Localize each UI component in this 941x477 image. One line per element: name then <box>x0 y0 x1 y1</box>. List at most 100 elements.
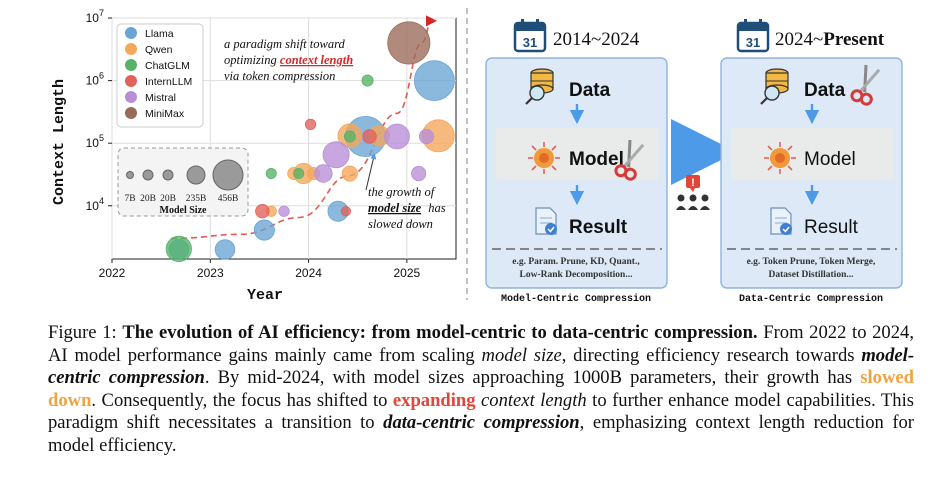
bubble-internllm <box>362 129 377 144</box>
scissors-icon <box>614 139 645 181</box>
legend-label-minimax: MiniMax <box>145 108 185 120</box>
bubble-mistral <box>418 128 435 145</box>
y-tick-label: 104 <box>86 196 104 213</box>
series-legend: Llama Qwen ChatGLM InternLLM Mistral MiniMax <box>116 23 204 128</box>
size-legend-circle <box>212 159 244 191</box>
bubble-chatglm <box>265 168 277 180</box>
legend-marker-minimax <box>125 107 137 119</box>
bubble-llama <box>214 239 236 260</box>
people-icon <box>676 194 710 210</box>
size-legend-label: 20B <box>140 194 156 204</box>
caption-context-length: context length <box>481 389 587 411</box>
bubbles <box>165 21 455 262</box>
model-centric-panel: 31 2014~2024 Data Model <box>485 19 668 305</box>
size-legend-label: 20B <box>160 194 176 204</box>
y-ticks: 104 105 106 107 <box>86 8 112 213</box>
bubble-mistral <box>314 164 333 183</box>
left-model-label: Model <box>569 149 624 170</box>
figure-1: 7B 20B 20B 235B 456B Model Size Llama Qwen Cha… <box>51 8 903 305</box>
right-result-label: Result <box>804 217 859 238</box>
bubble-internllm <box>255 204 270 219</box>
caption-data-centric: data-centric compression <box>383 412 580 434</box>
left-examples-line1: e.g. Param. Prune, KD, Quant., <box>512 257 640 267</box>
bubble-internllm <box>340 206 352 217</box>
legend-marker-mistral <box>125 91 137 103</box>
model-icon <box>764 142 796 174</box>
left-result-label: Result <box>569 217 628 238</box>
size-legend-circle <box>186 165 206 185</box>
size-legend-circle <box>142 169 154 181</box>
caption-text: , directing efficiency research towards <box>561 344 855 366</box>
bubble-chatglm <box>343 130 356 143</box>
bubble-chatglm <box>293 168 305 180</box>
caption-text: . Consequently, the focus has shifted to <box>91 389 388 411</box>
caption-slowed-down: slowed down <box>48 367 914 411</box>
alert-icon: ! <box>686 175 700 192</box>
legend-marker-qwen <box>125 43 137 55</box>
figure-caption: Figure 1: The evolution of AI efficiency… <box>48 322 914 458</box>
scissors-icon <box>850 64 881 106</box>
data-centric-panel: 31 2024~Present Data <box>720 19 903 305</box>
size-legend-label: 7B <box>124 194 135 204</box>
annotation-paradigm-shift: a paradigm shift toward optimizing conte… <box>224 37 356 83</box>
svg-text:!: ! <box>691 177 695 189</box>
legend-marker-internllm <box>125 75 137 87</box>
x-tick-label: 2024 <box>295 266 322 280</box>
y-axis-label: Context Length <box>51 79 68 205</box>
size-legend: 7B 20B 20B 235B 456B Model Size <box>117 147 249 217</box>
caption-text: From 2022 to 2024, AI model performance … <box>48 322 914 366</box>
bubble-mistral <box>278 205 290 217</box>
caption-model-size: model size <box>481 344 562 366</box>
right-examples-line2: Dataset Distillation... <box>769 270 854 280</box>
x-tick-label: 2025 <box>394 266 421 280</box>
size-legend-title: Model Size <box>160 205 207 216</box>
svg-text:31: 31 <box>746 35 760 50</box>
x-tick-label: 2023 <box>197 266 224 280</box>
result-icon <box>770 207 792 235</box>
bubble-mistral <box>322 141 350 169</box>
right-data-label: Data <box>804 80 846 101</box>
legend-label-llama: Llama <box>145 28 174 40</box>
right-panel-footer: Data-Centric Compression <box>739 293 883 305</box>
x-ticks: 2022 2023 2024 2025 <box>99 259 421 280</box>
caption-label: Figure 1: <box>48 322 117 343</box>
bubble-mistral <box>411 165 427 182</box>
size-legend-label: 456B <box>218 194 239 204</box>
legend-label-chatglm: ChatGLM <box>145 60 190 72</box>
data-icon <box>525 68 554 105</box>
x-axis-label: Year <box>247 287 283 304</box>
y-tick-label: 105 <box>86 133 104 150</box>
size-legend-circle <box>162 169 174 181</box>
legend-label-internllm: InternLLM <box>145 76 192 88</box>
svg-text:31: 31 <box>523 35 537 50</box>
y-tick-label: 107 <box>86 8 104 25</box>
legend-label-qwen: Qwen <box>145 44 173 56</box>
legend-marker-llama <box>125 27 137 39</box>
size-legend-label: 235B <box>186 194 207 204</box>
bubble-llama <box>413 60 455 101</box>
right-examples-line1: e.g. Token Prune, Token Merge, <box>747 257 876 267</box>
caption-model-centric: model-centric compression <box>48 344 915 389</box>
bubble-qwen <box>341 165 358 182</box>
legend-label-mistral: Mistral <box>145 92 176 104</box>
left-panel-title: 2014~2024 <box>553 29 640 50</box>
caption-text: . By mid-2024, with model sizes approach… <box>204 367 853 389</box>
right-panel-title: 2024~Present <box>775 29 885 50</box>
caption-text: to further enhance model capabilities. T… <box>48 389 914 434</box>
caption-expanding: expanding <box>392 389 476 411</box>
right-model-label: Model <box>804 149 856 170</box>
caption-text: , emphasizing context length reduction f… <box>48 412 914 456</box>
left-panel-footer: Model-Centric Compression <box>501 293 651 305</box>
bubble-llama <box>253 219 275 241</box>
bubble-minimax <box>387 21 431 65</box>
x-tick-label: 2022 <box>99 266 126 280</box>
annotation-pointer <box>365 153 377 191</box>
caption-title: The evolution of AI efficiency: from mod… <box>122 322 758 343</box>
y-tick-label: 106 <box>86 71 104 88</box>
model-icon <box>528 142 560 174</box>
bubble-internllm <box>304 118 317 131</box>
result-icon <box>535 207 557 235</box>
size-legend-circle <box>126 171 134 179</box>
bubble-chatglm <box>165 235 192 262</box>
legend-marker-chatglm <box>125 59 137 71</box>
